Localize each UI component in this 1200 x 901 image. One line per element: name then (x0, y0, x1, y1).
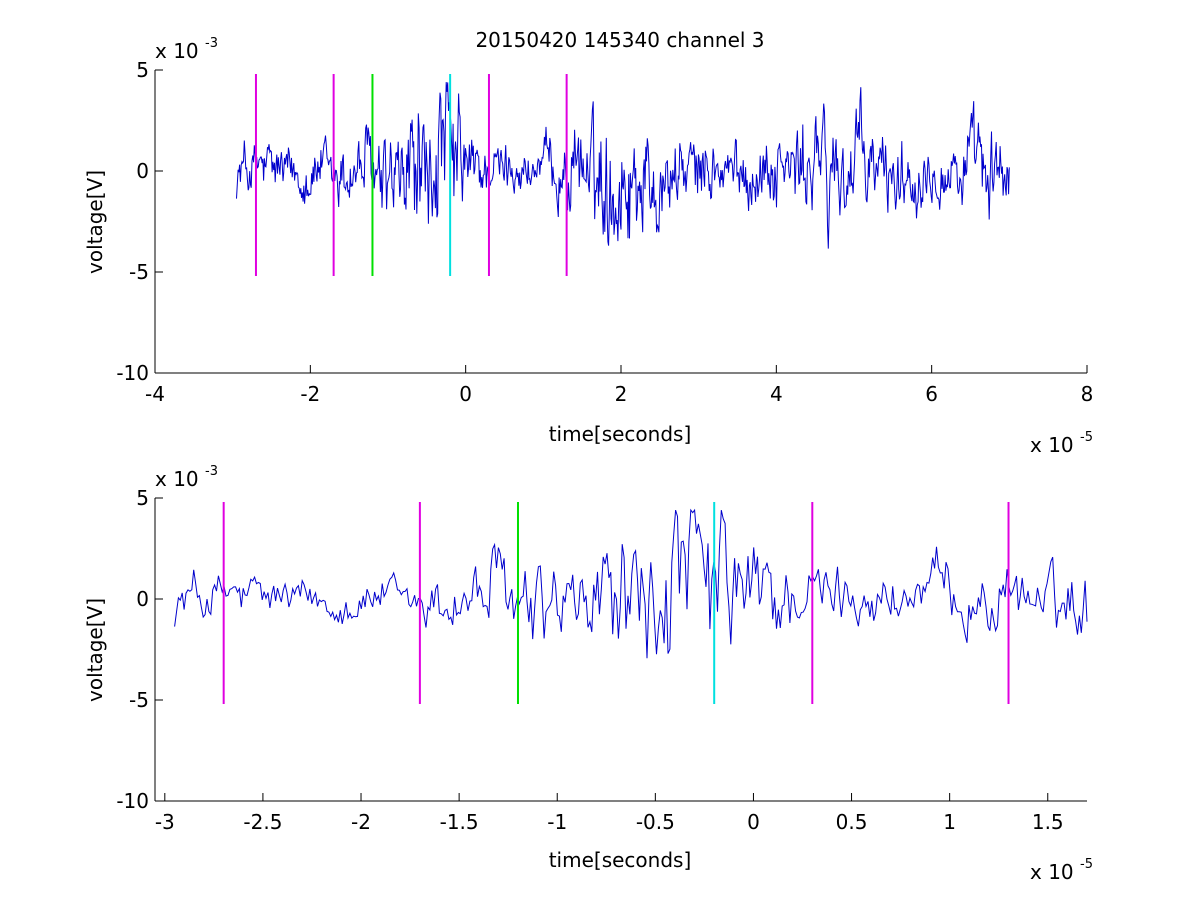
top-x-tick-label-0: -4 (145, 382, 165, 406)
bottom-signal-line (174, 508, 1088, 659)
top-y-tick-label-3: 5 (136, 58, 149, 82)
top-x-tick-label-2: 0 (459, 382, 472, 406)
bottom-x-tick-label-1: -2.5 (243, 810, 282, 834)
bottom-marker-layer (222, 502, 1010, 705)
bottom-y-tick-label-1: -5 (129, 688, 149, 712)
bottom-x-tick-label-4: -1 (547, 810, 567, 834)
bottom-y-axis-label: voltage[V] (83, 598, 107, 702)
top-y-exponent-base: x 10 (155, 39, 199, 63)
top-x-axis-label: time[seconds] (549, 422, 692, 446)
bottom-x-exponent: x 10 -5 (1030, 857, 1093, 884)
top-y-tick-label-2: 0 (136, 159, 149, 183)
top-y-tick-label-0: -10 (116, 361, 149, 385)
top-y-axis-label: voltage[V] (83, 170, 107, 274)
bottom-x-tick-label-9: 1.5 (1032, 810, 1064, 834)
bottom-y-exponent-power: -3 (205, 464, 218, 479)
top-x-tick-label-6: 8 (1081, 382, 1094, 406)
bottom-x-exponent-base: x 10 (1030, 860, 1074, 884)
top-plot: 20150420 145340 channel 3 x 10 -3 -4 -2 0 2… (83, 28, 1093, 457)
top-x-tick-label-5: 6 (925, 382, 938, 406)
bottom-x-tick-label-0: -3 (155, 810, 175, 834)
bottom-y-tick-label-3: 5 (136, 486, 149, 510)
bottom-y-tick-label-2: 0 (136, 587, 149, 611)
top-x-tick-label-1: -2 (300, 382, 320, 406)
bottom-plot: x 10 -3 -3 -2.5 -2 -1.5 -1 -0.5 0 0.5 1 1.5 -10 -5 0… (83, 464, 1093, 884)
top-y-exponent: x 10 -3 (155, 36, 218, 63)
top-signal-layer (236, 82, 1010, 249)
bottom-x-tick-label-7: 0.5 (836, 810, 868, 834)
top-signal-line (236, 82, 1010, 249)
top-y-tick-label-1: -5 (129, 260, 149, 284)
bottom-y-tick-label-0: -10 (116, 789, 149, 813)
top-x-tick-label-4: 4 (770, 382, 783, 406)
bottom-x-axis-label: time[seconds] (549, 848, 692, 872)
bottom-y-exponent-base: x 10 (155, 467, 199, 491)
top-axis-layer: -4 -2 0 2 4 6 8 -10 -5 0 5 (116, 58, 1093, 406)
bottom-signal-layer (174, 508, 1088, 659)
bottom-x-tick-label-6: 0 (747, 810, 760, 834)
top-y-exponent-power: -3 (205, 36, 218, 51)
bottom-x-tick-label-8: 1 (943, 810, 956, 834)
bottom-axis-layer: -3 -2.5 -2 -1.5 -1 -0.5 0 0.5 1 1.5 -10 -5 0 5 (116, 486, 1087, 834)
bottom-x-tick-label-5: -0.5 (636, 810, 675, 834)
bottom-x-exponent-power: -5 (1080, 857, 1093, 872)
top-plot-title: 20150420 145340 channel 3 (475, 28, 764, 52)
bottom-y-exponent: x 10 -3 (155, 464, 218, 491)
top-x-exponent: x 10 -5 (1030, 430, 1093, 457)
top-x-exponent-base: x 10 (1030, 433, 1074, 457)
bottom-x-tick-label-3: -1.5 (440, 810, 479, 834)
top-x-exponent-power: -5 (1080, 430, 1093, 445)
top-x-tick-label-3: 2 (615, 382, 628, 406)
top-marker-layer (254, 74, 568, 277)
bottom-x-tick-label-2: -2 (351, 810, 371, 834)
